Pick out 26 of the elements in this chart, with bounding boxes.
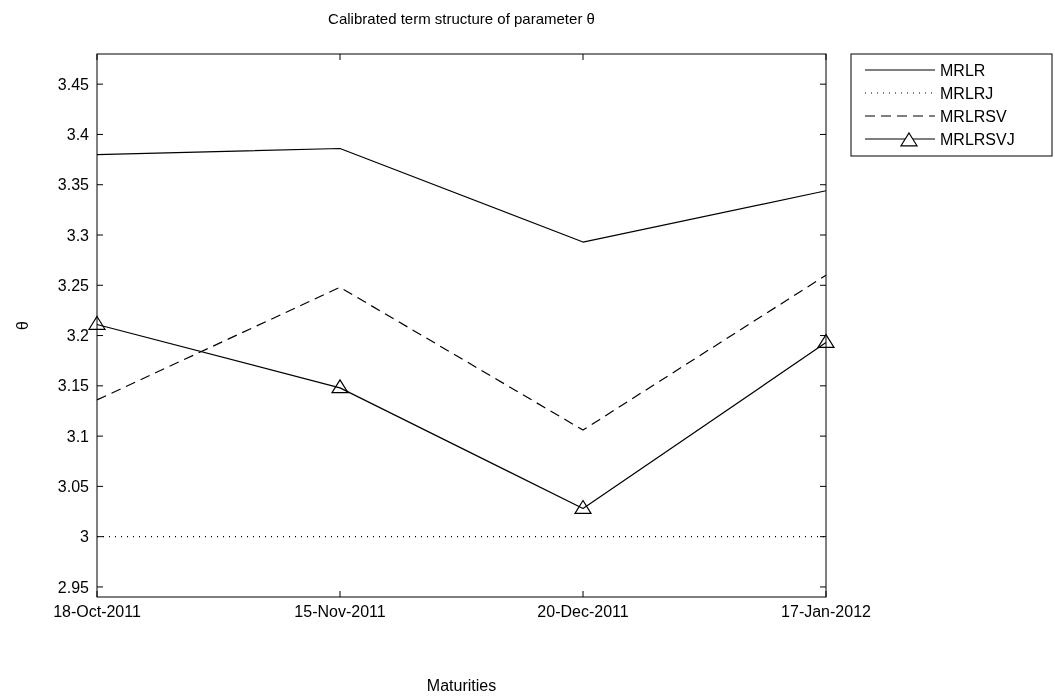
legend-label: MRLRJ: [940, 84, 994, 102]
y-tick-label: 3.15: [57, 377, 90, 395]
y-tick-label: 3.4: [66, 126, 90, 144]
x-tick-label: 15-Nov-2011: [294, 603, 386, 620]
y-tick-label: 3.05: [57, 477, 90, 495]
chart-title: Calibrated term structure of parameter θ: [328, 10, 595, 27]
x-tick-label: 17-Jan-2012: [781, 603, 872, 620]
x-tick-label: 18-Oct-2011: [53, 603, 141, 620]
y-tick-label: 3.2: [66, 327, 90, 345]
y-tick-label: 3.1: [66, 427, 90, 445]
y-tick-label: 3: [80, 528, 90, 546]
legend-label: MRLRSVJ: [940, 130, 1015, 148]
legend-label: MRLRSV: [940, 107, 1008, 125]
point: [88, 315, 106, 330]
y-tick-label: 3.35: [57, 176, 90, 194]
x-tick-label: 20-Dec-2011: [537, 603, 629, 620]
y-tick-label: 2.95: [57, 578, 90, 596]
x-axis-title: Maturities: [426, 677, 497, 694]
legend-label: MRLR: [940, 61, 986, 79]
point: [817, 333, 835, 348]
y-tick-label: 3.45: [57, 75, 90, 93]
point: [331, 379, 349, 394]
y-tick-label: 3.3: [66, 226, 90, 244]
point: [574, 499, 592, 514]
y-tick-label: 3.25: [57, 276, 90, 294]
y-axis-title: θ: [14, 320, 31, 330]
